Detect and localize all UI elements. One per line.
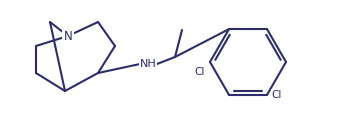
Text: NH: NH [140, 59, 156, 69]
Text: N: N [64, 30, 72, 42]
Text: Cl: Cl [272, 90, 282, 100]
Text: Cl: Cl [195, 67, 205, 77]
